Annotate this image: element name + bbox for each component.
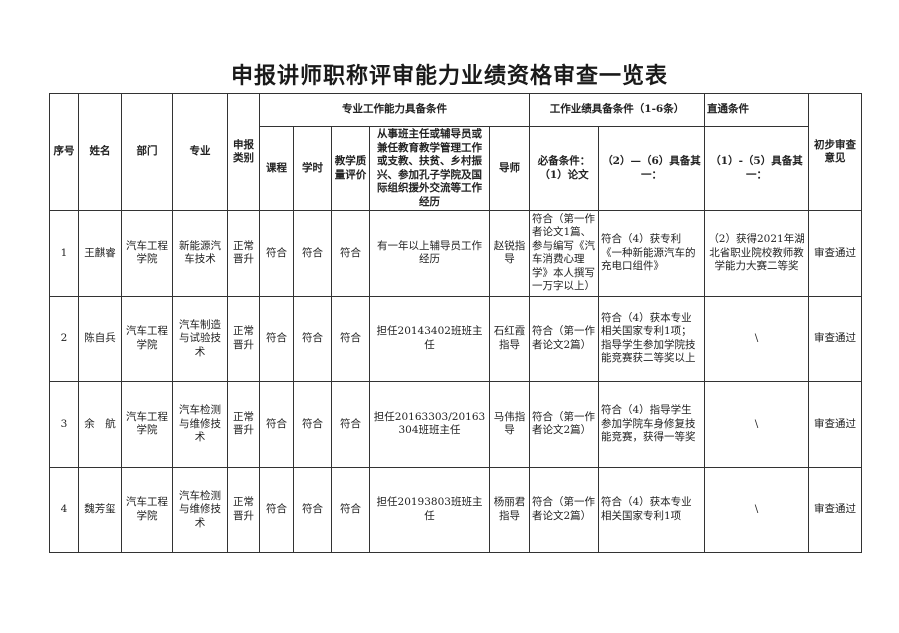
header-course: 课程 xyxy=(259,126,294,211)
cell-category: 正常晋升 xyxy=(227,210,260,297)
cell-course: 符合 xyxy=(259,210,294,297)
cell-direct: （2）获得2021年湖北省职业院校教师教学能力大赛二等奖 xyxy=(704,210,810,297)
cell-hours: 符合 xyxy=(293,466,332,553)
header-experience: 从事班主任或辅导员或兼任教育教学管理工作或支教、扶贫、乡村振兴、参加孔子学院及国… xyxy=(369,126,490,211)
cell-course: 符合 xyxy=(259,381,294,468)
header-group-direct: 直通条件 xyxy=(704,93,810,127)
header-category: 申报类别 xyxy=(227,93,260,211)
cell-major: 汽车检测与维修技术 xyxy=(172,381,228,468)
cell-mentor: 杨丽君指导 xyxy=(489,466,530,553)
cell-perf: 符合（4）获专利《一种新能源汽车的充电口组件》 xyxy=(597,210,706,297)
table-row: 1 王麒睿 汽车工程学院 新能源汽车技术 正常晋升 符合 符合 符合 有一年以上辅导员工作经历赵… xyxy=(49,210,863,297)
cell-quality: 符合 xyxy=(331,381,370,468)
header-perf: （2）—（6）具备其一： xyxy=(597,126,706,211)
cell-hours: 符合 xyxy=(293,210,332,297)
cell-quality: 符合 xyxy=(331,295,370,382)
cell-perf: 符合（4）指导学生参加学院车身修复技能竞赛，获得一等奖 xyxy=(597,381,706,468)
cell-direct: \ xyxy=(704,381,810,468)
header-opinion: 初步审查意见 xyxy=(808,93,863,211)
cell-dept: 汽车工程学院 xyxy=(121,295,173,382)
cell-name: 魏芳玺 xyxy=(78,466,122,553)
review-table: 序号 姓名 部门 专业 申报类别 专业工作能力具备条件 工作业绩具备条件（1-6… xyxy=(49,93,863,553)
header-group-ability: 专业工作能力具备条件 xyxy=(259,93,530,127)
cell-mentor: 石红霞指导 xyxy=(489,295,530,382)
cell-major: 汽车检测与维修技术 xyxy=(172,466,228,553)
cell-seq: 3 xyxy=(49,381,79,468)
cell-quality: 符合 xyxy=(331,210,370,297)
cell-direct: \ xyxy=(704,466,810,553)
header-mentor: 导师 xyxy=(489,126,530,211)
cell-hours: 符合 xyxy=(293,295,332,382)
cell-quality: 符合 xyxy=(331,466,370,553)
header-name: 姓名 xyxy=(78,93,122,211)
header-direct: （1）-（5）具备其一： xyxy=(704,126,810,211)
cell-perf: 符合（4）获本专业相关国家专利1项 xyxy=(597,466,706,553)
cell-mentor: 赵锐指导 xyxy=(489,210,530,297)
cell-seq: 4 xyxy=(49,466,79,553)
table-row: 2 陈自兵 汽车工程学院 汽车制造与试验技术 正常晋升 符合 符合 符合 担任20143402班… xyxy=(49,295,863,382)
cell-paper: 符合（第一作者论文2篇） xyxy=(529,295,599,382)
header-quality: 教学质量评价 xyxy=(331,126,370,211)
cell-name: 余 航 xyxy=(78,381,122,468)
cell-paper: 符合（第一作者论文2篇） xyxy=(529,466,599,553)
cell-dept: 汽车工程学院 xyxy=(121,210,173,297)
header-paper: 必备条件：（1）论文 xyxy=(529,126,599,211)
cell-opinion: 审查通过 xyxy=(808,210,863,297)
cell-dept: 汽车工程学院 xyxy=(121,466,173,553)
cell-major: 汽车制造与试验技术 xyxy=(172,295,228,382)
cell-experience: 有一年以上辅导员工作经历 xyxy=(369,210,490,297)
header-seq: 序号 xyxy=(49,93,79,211)
cell-category: 正常晋升 xyxy=(227,295,260,382)
cell-opinion: 审查通过 xyxy=(808,381,863,468)
header-dept: 部门 xyxy=(121,93,173,211)
cell-mentor: 马伟指导 xyxy=(489,381,530,468)
header-major: 专业 xyxy=(172,93,228,211)
cell-experience: 担任20193803班班主任 xyxy=(369,466,490,553)
cell-paper: 符合（第一作者论文1篇、参与编写《汽车消费心理学》本人撰写一万字以上） xyxy=(529,210,599,297)
cell-seq: 1 xyxy=(49,210,79,297)
cell-opinion: 审查通过 xyxy=(808,295,863,382)
cell-direct: \ xyxy=(704,295,810,382)
cell-experience: 担任20143402班班主任 xyxy=(369,295,490,382)
header-group-performance: 工作业绩具备条件（1-6条） xyxy=(528,93,706,127)
header-hours: 学时 xyxy=(293,126,332,211)
cell-category: 正常晋升 xyxy=(227,381,260,468)
cell-experience: 担任20163303/20163304班班主任 xyxy=(369,381,490,468)
cell-paper: 符合（第一作者论文2篇） xyxy=(529,381,599,468)
table-row: 4 魏芳玺 汽车工程学院 汽车检测与维修技术 正常晋升 符合 符合 符合 担任20193803班… xyxy=(49,466,863,553)
cell-seq: 2 xyxy=(49,295,79,382)
cell-major: 新能源汽车技术 xyxy=(172,210,228,297)
cell-name: 王麒睿 xyxy=(78,210,122,297)
document-title: 申报讲师职称评审能力业绩资格审查一览表 xyxy=(230,63,668,89)
cell-opinion: 审查通过 xyxy=(808,466,863,553)
cell-perf: 符合（4）获本专业相关国家专利1项；指导学生参加学院技能竞赛获二等奖以上 xyxy=(597,295,706,382)
cell-hours: 符合 xyxy=(293,381,332,468)
cell-dept: 汽车工程学院 xyxy=(121,381,173,468)
cell-course: 符合 xyxy=(259,295,294,382)
cell-category: 正常晋升 xyxy=(227,466,260,553)
cell-name: 陈自兵 xyxy=(78,295,122,382)
cell-course: 符合 xyxy=(259,466,294,553)
